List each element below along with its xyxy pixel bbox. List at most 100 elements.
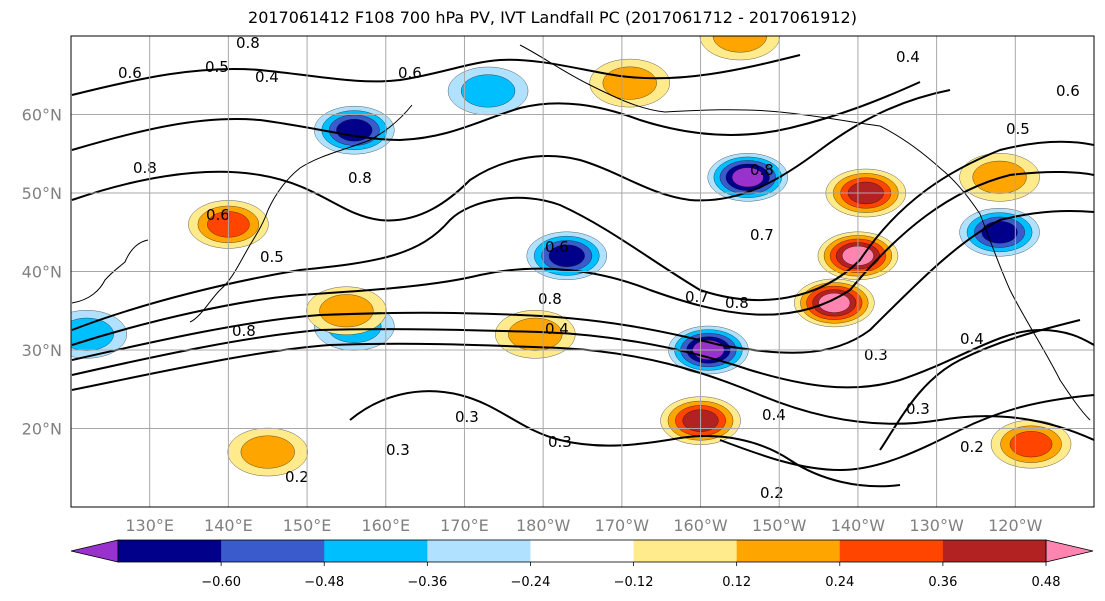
x-tick-label: 140°E: [204, 516, 253, 535]
contour-line: [71, 342, 1094, 441]
colorbar-tick-label: 0.24: [825, 575, 854, 590]
coastline-north-america: [879, 125, 1091, 421]
contour-line: [71, 328, 1094, 389]
contour-line: [71, 209, 1094, 361]
colorbar-frame: [117, 539, 1047, 563]
anomaly-blob: [240, 435, 295, 469]
x-tick-label: 130°W: [909, 516, 964, 535]
contour-label: 0.6: [545, 238, 569, 256]
contour-label: 0.8: [750, 161, 774, 179]
colorbar-tick-label: 0.48: [1032, 575, 1061, 590]
anomaly-blob: [460, 74, 516, 108]
chart-title: 2017061412 F108 700 hPa PV, IVT Landfall…: [248, 8, 857, 27]
contour-line: [71, 54, 801, 96]
x-tick-label: 170°W: [595, 516, 650, 535]
colorbar-tick-label: −0.48: [304, 575, 344, 590]
contour-label: 0.3: [864, 346, 888, 364]
anomaly-blob: [319, 294, 374, 328]
anomaly-blob: [548, 244, 585, 268]
colorbar-tick-label: −0.24: [511, 575, 551, 590]
colorbar-segment: [324, 540, 428, 562]
x-tick-label: 120°W: [988, 516, 1043, 535]
colorbar-segment: [118, 540, 222, 562]
x-tick-label: 150°W: [752, 516, 807, 535]
x-tick-label: 180°W: [516, 516, 571, 535]
gridlines: [71, 36, 1094, 507]
contour-label: 0.3: [455, 408, 479, 426]
x-tick-label: 140°W: [831, 516, 886, 535]
coastline-alaska: [519, 44, 881, 127]
contour-label: 0.4: [896, 48, 920, 66]
contour-line: [71, 170, 1094, 346]
coastline-japan: [189, 209, 269, 323]
anomaly-blob: [731, 167, 764, 188]
contour-label: 0.8: [348, 169, 372, 187]
contour-label: 0.4: [960, 330, 984, 348]
contour-label: 0.8: [133, 159, 157, 177]
y-tick-label: 50°N: [22, 184, 62, 203]
contour-label: 0.5: [1006, 120, 1030, 138]
contour-label: 0.6: [398, 64, 422, 82]
y-tick-label: 60°N: [22, 106, 62, 125]
coastline-kamchatka: [267, 104, 413, 211]
colorbar-segment: [530, 540, 635, 562]
x-tick-label: 160°E: [361, 516, 410, 535]
y-tick-label: 40°N: [22, 263, 62, 282]
contour-label: 0.4: [255, 68, 279, 86]
contour-label: 0.8: [725, 294, 749, 312]
colorbar-segment: [221, 540, 325, 562]
anomaly-blob: [818, 292, 851, 313]
contour-label: 0.3: [386, 441, 410, 459]
contour-label: 0.2: [285, 468, 309, 486]
colorbar-segment: [736, 540, 841, 562]
colorbar-extend-high: [1045, 539, 1094, 563]
coastline-asia: [71, 239, 149, 304]
contour-label: 0.8: [236, 34, 260, 52]
contour-label: 0.7: [685, 288, 709, 306]
contour-label: 0.3: [906, 400, 930, 418]
x-tick-label: 160°W: [673, 516, 728, 535]
x-tick-label: 150°E: [283, 516, 332, 535]
colorbar-tick-label: −0.60: [201, 575, 241, 590]
contour-label: 0.5: [260, 248, 284, 266]
anomaly-blob: [1009, 431, 1053, 458]
contour-label: 0.8: [232, 322, 256, 340]
anomaly-blob: [508, 317, 563, 351]
colorbar-tick-labels: −0.60 −0.48 −0.36 −0.24 −0.12 0.12 0.24 0.36 0.4…: [201, 562, 1061, 590]
ivt-contours: [71, 54, 1094, 488]
contour-label: 0.4: [545, 320, 569, 338]
contour-line: [71, 140, 1094, 331]
contour-label: 0.6: [118, 64, 142, 82]
colorbar: [70, 539, 1094, 563]
colorbar-segment: [633, 540, 738, 562]
contour-line: [719, 394, 1094, 472]
contour-label: 0.6: [1056, 82, 1080, 100]
contour-line: [879, 319, 1081, 451]
anomaly-blob: [602, 66, 657, 100]
anomaly-blob: [336, 118, 373, 142]
x-tick-label: 130°E: [125, 516, 174, 535]
contour-label: 0.3: [548, 433, 572, 451]
contour-label: 0.6: [206, 206, 230, 224]
map-frame: [70, 35, 1095, 508]
colorbar-segment: [942, 540, 1047, 562]
colorbar-segment: [839, 540, 944, 562]
contour-label: 0.2: [960, 438, 984, 456]
contour-label: 0.7: [750, 226, 774, 244]
anomaly-blob: [712, 36, 768, 53]
colorbar-tick-label: 0.36: [928, 575, 957, 590]
colorbar-tick-label: −0.12: [614, 575, 654, 590]
x-tick-labels: 130°E 140°E 150°E 160°E 170°E 180°W 170°W 160°W…: [125, 516, 1042, 535]
colorbar-tick-label: −0.36: [407, 575, 447, 590]
contour-label: 0.8: [538, 290, 562, 308]
y-tick-label: 30°N: [22, 341, 62, 360]
contour-label: 0.2: [760, 484, 784, 502]
y-tick-labels: 20°N 30°N 40°N 50°N 60°N: [22, 106, 62, 439]
colorbar-extend-low: [70, 539, 119, 563]
contour-line: [71, 89, 951, 222]
contour-line: [71, 81, 921, 151]
coastlines: [71, 44, 1091, 421]
contour-label: 0.5: [205, 58, 229, 76]
x-tick-label: 170°E: [440, 516, 489, 535]
